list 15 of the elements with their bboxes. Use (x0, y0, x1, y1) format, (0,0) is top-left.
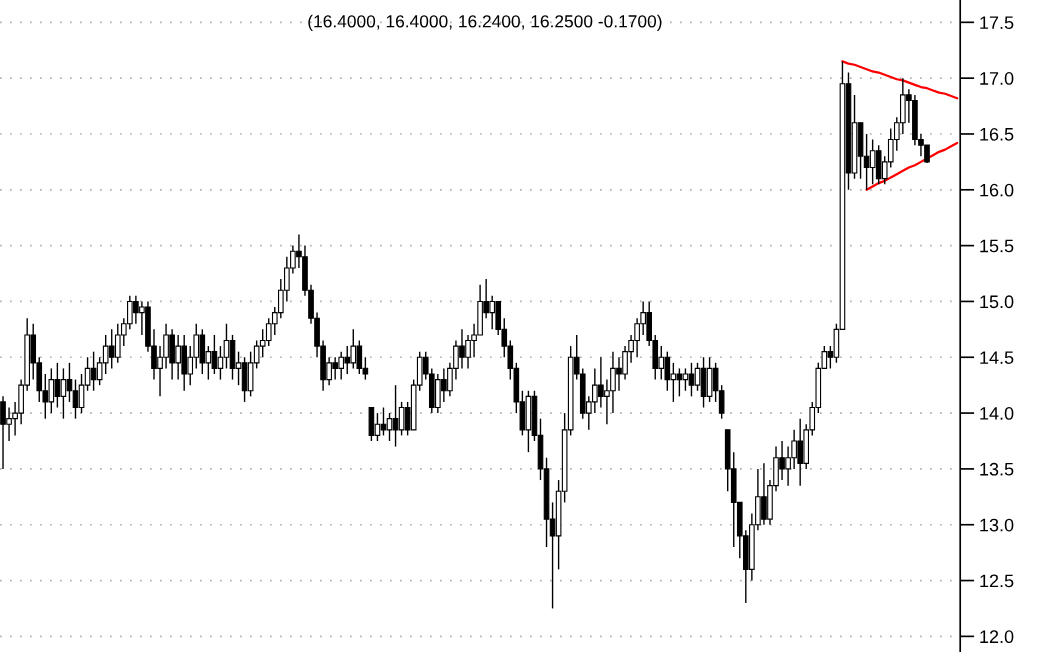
y-tick-label: 14.5 (980, 351, 1014, 364)
y-tick-label: 16.0 (980, 183, 1014, 197)
y-tick-label: 16.5 (980, 127, 1014, 141)
y-tick-label: 12.5 (980, 574, 1014, 588)
y-tick-label: 15.5 (980, 239, 1014, 253)
y-tick-label: 17.0 (980, 72, 1014, 85)
line-series (865, 141, 959, 191)
text: (16.4000, 16.4000, 16.2400, 16.2500 -0.1700) (308, 14, 662, 31)
y-tick-label: 14.0 (980, 407, 1014, 420)
line-series (841, 60, 959, 100)
y-tick-label: 17.5 (980, 16, 1014, 30)
y-tick-label: 12.0 (980, 630, 1014, 644)
y-tick-label: 13.0 (980, 518, 1014, 532)
y-tick-label: 13.5 (980, 462, 1014, 476)
y-tick-label: 15.0 (980, 295, 1014, 309)
